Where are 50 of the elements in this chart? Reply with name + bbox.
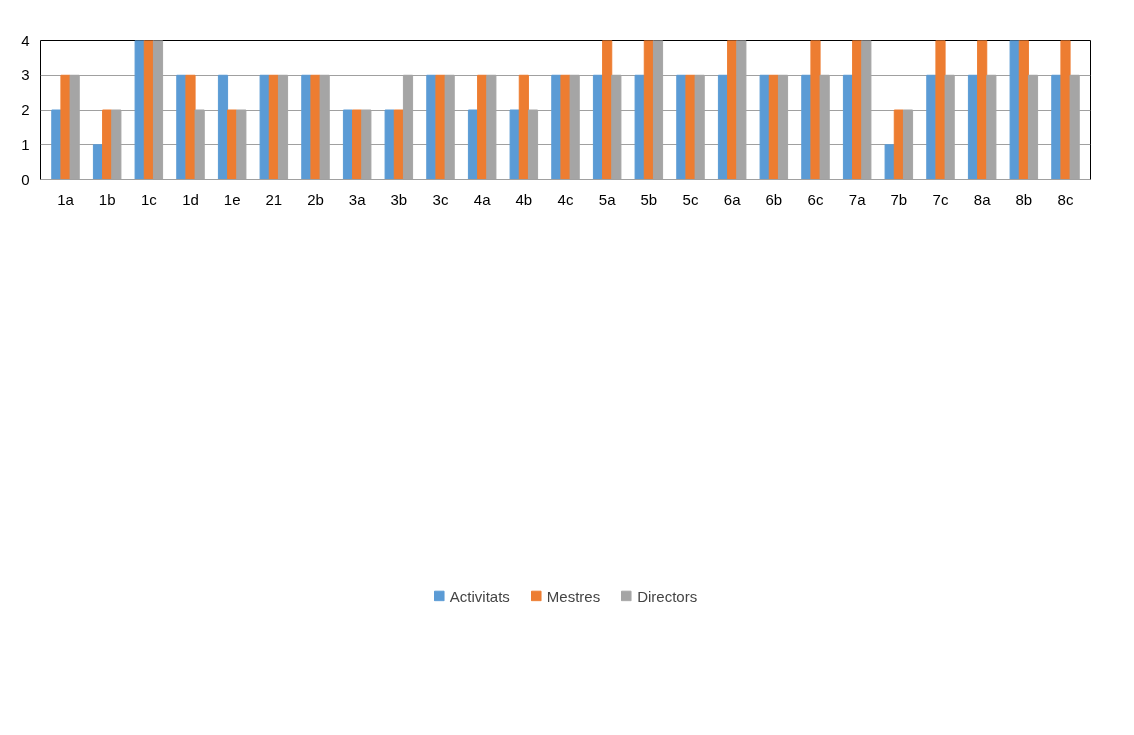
x-tick-label: 7c (932, 190, 949, 208)
bar (259, 74, 270, 180)
x-tick-label: 1c (140, 190, 158, 208)
legend-label: Activitats (449, 587, 510, 605)
x-tick-label: 5c (682, 190, 699, 208)
legend-label: Mestres (546, 587, 601, 605)
bar (977, 40, 988, 180)
x-tick-label: 4c (557, 190, 574, 208)
x-tick-label: 8b (1015, 190, 1033, 208)
bar (884, 144, 895, 180)
bar (1009, 40, 1020, 180)
bar (759, 74, 770, 180)
x-tick-label: 5b (640, 190, 658, 208)
x-tick-label: 7b (890, 190, 908, 208)
x-tick-label: 8a (973, 190, 992, 208)
y-tick-label: 4 (21, 31, 30, 49)
bar (602, 40, 613, 180)
x-tick-label: 1a (57, 190, 75, 208)
bar (518, 74, 529, 180)
x-tick-label: 1e (223, 190, 241, 208)
x-tick-label: 6a (723, 190, 742, 208)
x-tick-label: 3b (390, 190, 408, 208)
x-tick-label: 21 (265, 190, 283, 208)
x-tick-label: 7a (848, 190, 867, 208)
y-tick-label: 1 (21, 135, 30, 153)
y-tick-label: 0 (21, 170, 30, 188)
y-tick-label: 2 (21, 101, 30, 118)
x-tick-label: 2b (307, 190, 324, 208)
x-tick-label: 6b (765, 190, 783, 208)
bar (634, 74, 645, 180)
x-tick-label: 1d (182, 190, 199, 208)
x-tick-label: 8c (1057, 190, 1074, 208)
x-tick-label: 3c (432, 190, 449, 208)
legend-label: Directors (637, 587, 698, 605)
x-tick-label: 5a (598, 190, 617, 208)
bar (1060, 40, 1071, 180)
bar (384, 109, 395, 180)
x-tick-label: 6c (807, 190, 824, 208)
x-tick-label: 4a (473, 190, 492, 208)
bar (810, 40, 821, 180)
x-tick-label: 3a (348, 190, 367, 208)
x-tick-label: 1b (98, 190, 116, 208)
y-tick-label: 3 (21, 66, 30, 84)
bar (185, 74, 196, 180)
x-tick-label: 4b (515, 190, 533, 208)
bar (134, 40, 145, 180)
bar (1018, 40, 1029, 180)
bar (509, 109, 520, 180)
bar (935, 40, 946, 180)
bar (217, 74, 229, 180)
